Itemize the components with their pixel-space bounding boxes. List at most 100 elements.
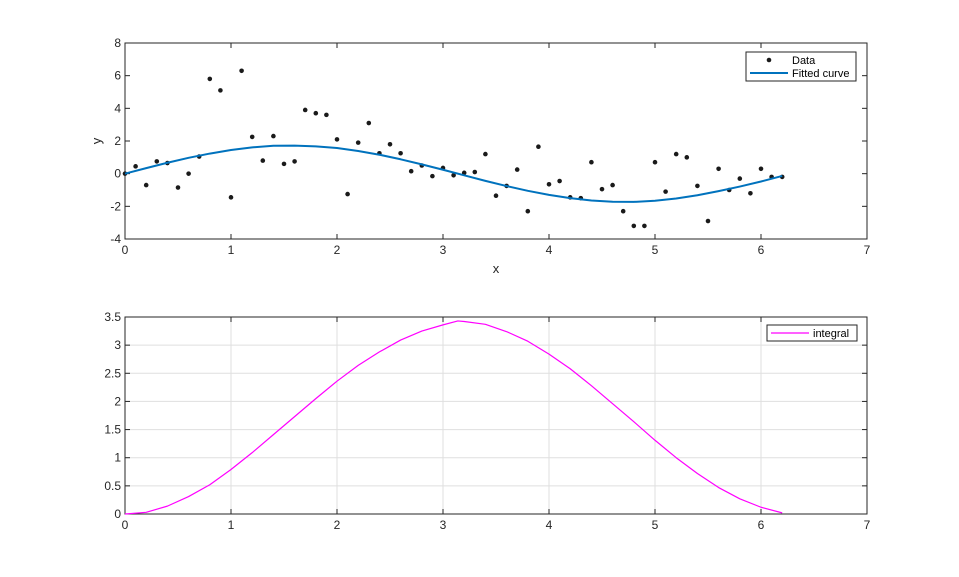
- y-tick-label: 0: [114, 167, 121, 181]
- chart-2: 0 1 2 3 4 5 6 7 0 0.5 1 1.5 2 2.5 3 3.5 integral: [104, 310, 870, 532]
- x-tick-label: 5: [652, 518, 659, 532]
- data-point: [355, 140, 361, 145]
- data-point: [154, 159, 160, 164]
- data-point: [324, 112, 329, 118]
- data-point: [758, 166, 764, 172]
- data-point: [620, 208, 626, 214]
- data-point: [239, 68, 244, 74]
- legend-box: [745, 51, 857, 82]
- axes-background: [124, 316, 868, 515]
- axes-background: [124, 42, 868, 240]
- data-point: [451, 173, 456, 178]
- data-point: [705, 218, 711, 224]
- x-tick-label: 4: [546, 518, 553, 532]
- data-point: [334, 137, 340, 142]
- data-point: [430, 173, 435, 179]
- data-point: [493, 193, 499, 199]
- y-tick-label: -2: [110, 199, 121, 213]
- data-point: [292, 159, 297, 164]
- data-point: [207, 76, 213, 82]
- data-point: [514, 167, 520, 172]
- data-point: [260, 158, 266, 163]
- y-tick-label: 3.5: [104, 310, 121, 324]
- data-point: [271, 133, 276, 139]
- data-point: [695, 183, 700, 189]
- data-point: [249, 134, 255, 140]
- y-tick-label: 4: [114, 101, 121, 115]
- x-tick-label: 0: [122, 518, 129, 532]
- y-axis-title: y: [89, 137, 104, 144]
- x-tick-label: 7: [864, 518, 871, 532]
- data-point: [472, 169, 478, 175]
- data-point: [684, 155, 690, 160]
- y-tick-label: 6: [114, 69, 121, 83]
- x-axis-title: x: [493, 261, 500, 276]
- y-tick-label: 1.5: [104, 423, 121, 437]
- data-point: [228, 195, 234, 200]
- x-tick-label: 0: [122, 243, 129, 257]
- y-tick-label: 2: [114, 394, 121, 408]
- legend-box: [766, 324, 858, 342]
- x-tick-label: 6: [758, 243, 765, 257]
- data-point: [599, 186, 605, 192]
- series-line: [124, 320, 783, 515]
- axes-frame: [124, 316, 868, 515]
- legend: integral: [766, 324, 858, 342]
- y-tick-label: 2.5: [104, 366, 121, 380]
- x-tick-label: 5: [652, 243, 659, 257]
- data-point: [398, 150, 403, 156]
- x-tick-label: 1: [228, 518, 235, 532]
- data-point: [133, 164, 138, 169]
- x-tick-label: 3: [440, 243, 447, 257]
- data-point: [186, 171, 191, 176]
- data-point: [557, 178, 562, 184]
- legend-label: Fitted curve: [792, 68, 849, 80]
- data-point: [673, 151, 679, 157]
- data-point: [313, 110, 319, 116]
- x-tick-label: 2: [334, 518, 341, 532]
- data-point: [175, 185, 181, 190]
- data-point: [737, 176, 743, 181]
- data-point: [642, 223, 647, 229]
- data-point: [610, 182, 615, 188]
- data-point: [408, 168, 414, 174]
- x-tick-label: 1: [228, 243, 235, 257]
- data-point: [631, 223, 637, 229]
- data-point: [525, 208, 531, 214]
- data-point: [748, 190, 753, 196]
- x-tick-label: 4: [546, 243, 553, 257]
- y-tick-label: 1: [114, 451, 121, 465]
- data-point: [716, 166, 721, 172]
- data-point: [536, 144, 541, 150]
- data-point: [546, 181, 552, 187]
- data-point: [387, 141, 393, 147]
- data-point: [663, 189, 668, 194]
- y-tick-label: 8: [114, 36, 121, 50]
- y-tick-label: 0.5: [104, 479, 121, 493]
- data-point: [589, 159, 594, 165]
- legend-label: integral: [813, 328, 849, 340]
- y-tick-label: 2: [114, 134, 121, 148]
- data-point: [366, 120, 372, 126]
- data-point: [483, 151, 488, 157]
- data-point: [218, 88, 223, 93]
- y-tick-label: 3: [114, 338, 121, 352]
- legend-label: Data: [792, 55, 816, 67]
- series-line: [124, 144, 783, 203]
- x-tick-label: 6: [758, 518, 765, 532]
- y-tick-label: -4: [110, 232, 121, 246]
- x-tick-label: 3: [440, 518, 447, 532]
- legend-marker: [766, 57, 772, 63]
- y-tick-label: 0: [114, 507, 121, 521]
- data-point: [345, 191, 350, 197]
- data-point: [652, 159, 658, 165]
- data-point: [281, 161, 287, 167]
- x-tick-label: 2: [334, 243, 341, 257]
- series-markers: [122, 68, 785, 229]
- data-point: [143, 182, 149, 188]
- x-tick-label: 7: [864, 243, 871, 257]
- data-point: [302, 107, 308, 113]
